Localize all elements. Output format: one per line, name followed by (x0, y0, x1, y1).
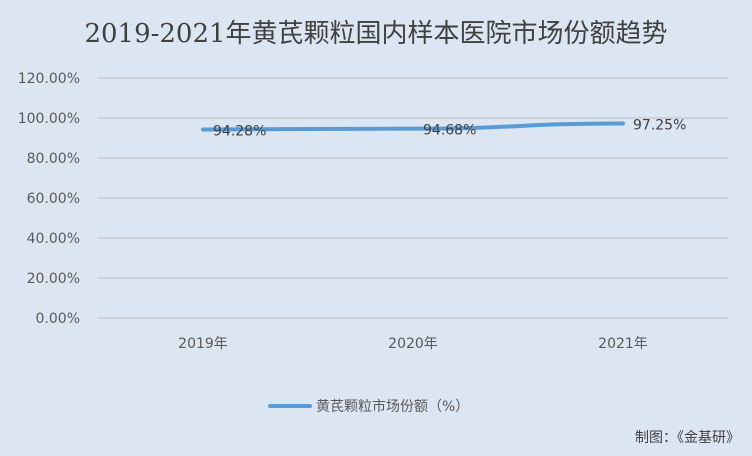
data-label: 94.28% (213, 123, 266, 139)
gridlines (98, 77, 728, 319)
legend-label: 黄芪颗粒市场份额（%） (316, 398, 469, 415)
y-tick-label: 0.00% (36, 311, 80, 327)
legend: 黄芪颗粒市场份额（%） (268, 398, 469, 415)
y-tick-label: 40.00% (27, 231, 80, 247)
data-label: 97.25% (633, 118, 686, 134)
source-credit: 制图：《金基研》 (635, 429, 740, 446)
y-tick-label: 60.00% (27, 191, 80, 207)
y-tick-label: 120.00% (18, 71, 80, 87)
y-axis-tick-labels: 0.00% 20.00% 40.00% 60.00% 80.00% 100.00% 120.… (18, 71, 80, 327)
y-tick-label: 100.00% (18, 111, 80, 127)
data-labels: 94.28% 94.68% 97.25% (213, 118, 686, 140)
x-tick-label: 2020年 (388, 336, 438, 352)
chart-title: 2019-2021年黄芪颗粒国内样本医院市场份额趋势 (84, 19, 667, 49)
y-tick-label: 80.00% (27, 151, 80, 167)
series-lines (201, 121, 625, 132)
series-line (201, 121, 625, 132)
y-tick-label: 20.00% (27, 271, 80, 287)
x-tick-label: 2021年 (598, 336, 648, 352)
x-tick-label: 2019年 (178, 336, 228, 352)
x-axis-tick-labels: 2019年 2020年 2021年 (178, 336, 648, 352)
data-label: 94.68% (423, 123, 476, 139)
